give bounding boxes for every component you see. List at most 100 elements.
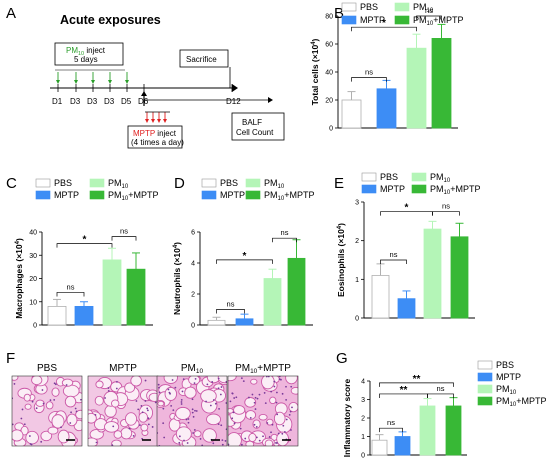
alveolus	[130, 376, 143, 387]
alveolus	[64, 395, 77, 408]
bar-mptp	[235, 318, 254, 326]
mptp-injection-arrowhead	[145, 119, 149, 123]
y-tick-label: 6	[191, 230, 195, 237]
cell-nucleus	[206, 383, 209, 386]
y-tick-label: 1	[361, 434, 365, 441]
legend-label: MPTP	[220, 190, 245, 200]
mptp-injection-arrowhead	[157, 119, 161, 123]
significance-star: *	[83, 235, 87, 246]
cell-nucleus	[265, 376, 268, 378]
cell-nucleus	[228, 443, 230, 446]
cell-nucleus	[273, 385, 276, 388]
cell-nucleus	[181, 390, 184, 393]
alveolus	[61, 378, 74, 387]
cell-nucleus	[281, 432, 284, 435]
alveolus	[269, 396, 277, 405]
legend-label: PBS	[496, 360, 514, 370]
alveolus	[120, 427, 133, 440]
pm-inject-box	[54, 42, 124, 66]
pm-inject-label: PM10 inject	[66, 46, 106, 57]
timeline-day-label: D5	[121, 97, 132, 106]
alveolus	[217, 376, 227, 384]
significance-bracket	[351, 26, 417, 32]
significance-star: **	[400, 385, 408, 396]
cell-nucleus	[248, 396, 250, 399]
alveolus	[200, 389, 217, 403]
panel-f-histology: F PBS MPTP PM10 PM10+MPTP	[6, 350, 299, 447]
cell-nucleus	[54, 383, 57, 386]
bar-pm10-plus-mptp	[445, 405, 462, 456]
cell-nucleus	[70, 411, 72, 414]
alveolus	[252, 419, 261, 429]
alveolus	[23, 393, 31, 402]
alveolus	[25, 430, 39, 445]
timeline-day-label: D12	[226, 97, 241, 106]
significance-bracket	[427, 393, 454, 398]
histology-image	[88, 376, 158, 446]
legend-label: PM10+MPTP	[264, 190, 314, 202]
cell-nucleus	[144, 379, 147, 382]
legend-swatch	[394, 2, 410, 12]
balf-box	[231, 112, 285, 141]
cell-nucleus	[290, 429, 292, 431]
significance-bracket	[351, 77, 387, 82]
cell-nucleus	[233, 422, 236, 425]
mptp-injection-arrowhead	[151, 119, 155, 123]
cell-nucleus	[180, 401, 183, 403]
significance-ns: ns	[281, 228, 289, 237]
alveolus	[285, 376, 298, 385]
cell-nucleus	[95, 441, 98, 444]
cell-nucleus	[31, 400, 34, 403]
bar-pm10	[419, 405, 436, 456]
cell-nucleus	[191, 408, 194, 411]
bar-pm10	[263, 278, 282, 326]
sacrifice-label: Sacrifice	[186, 55, 217, 64]
cell-nucleus	[270, 390, 273, 393]
pm-injection-arrowhead	[108, 80, 112, 84]
cell-nucleus	[53, 382, 56, 385]
y-tick-label: 0	[361, 453, 365, 460]
histology-label: MPTP	[109, 363, 137, 374]
significance-bracket	[416, 15, 442, 20]
legend-swatch	[201, 190, 217, 200]
y-tick-label: 60	[325, 42, 333, 49]
cell-nucleus	[205, 400, 207, 403]
alveolus	[31, 376, 43, 386]
cell-nucleus	[263, 392, 266, 394]
alveolus	[88, 412, 97, 424]
cell-nucleus	[275, 391, 278, 394]
cell-nucleus	[212, 442, 215, 445]
alveolus	[45, 401, 54, 410]
significance-star: *	[405, 203, 409, 214]
y-tick-label: 2	[191, 292, 195, 299]
legend-swatch	[411, 172, 427, 182]
y-tick-label: 3	[361, 397, 365, 404]
alveolus	[163, 376, 178, 384]
bar-pm10	[102, 259, 122, 326]
cell-nucleus	[290, 385, 293, 388]
alveolus	[258, 413, 268, 421]
cell-nucleus	[283, 431, 286, 433]
cell-nucleus	[276, 413, 279, 416]
timeline-day-label: D1	[52, 97, 63, 106]
significance-bracket	[380, 259, 407, 264]
cell-nucleus	[151, 426, 154, 428]
y-tick-label: 4	[361, 379, 365, 386]
alveolus	[148, 392, 158, 402]
cell-nucleus	[201, 444, 204, 446]
cell-nucleus	[219, 393, 222, 396]
cell-nucleus	[264, 402, 267, 405]
mptp-inject-label: MPTP inject	[133, 129, 177, 138]
alveolus	[12, 376, 19, 381]
alveolus	[288, 402, 298, 413]
y-tick-label: 1	[355, 277, 359, 284]
cell-nucleus	[192, 432, 195, 434]
cell-nucleus	[138, 424, 141, 427]
cell-nucleus	[135, 400, 138, 402]
mptp-pointer-head	[141, 91, 147, 96]
cell-count-label: Cell Count	[236, 128, 274, 137]
